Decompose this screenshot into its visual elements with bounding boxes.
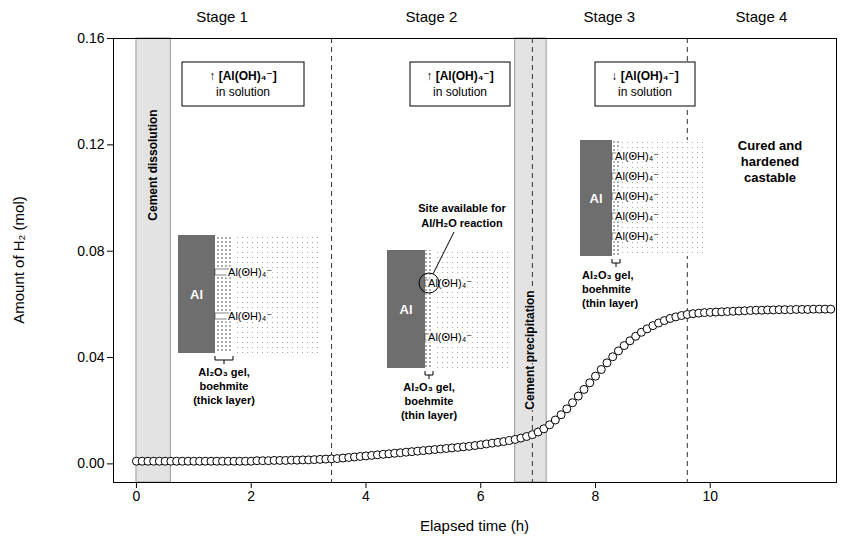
svg-text:(thick layer): (thick layer) [193,394,255,406]
svg-text:Al₂O₃ gel,: Al₂O₃ gel, [403,381,455,393]
svg-text:(thin layer): (thin layer) [401,409,458,421]
svg-text:Al(OH)₄⁻: Al(OH)₄⁻ [228,310,272,322]
svg-text:in solution: in solution [618,85,672,99]
svg-text:in solution: in solution [433,85,487,99]
svg-text:Stage 1: Stage 1 [196,8,248,25]
svg-text:↑ [Al(OH)₄⁻]: ↑ [Al(OH)₄⁻] [426,69,493,83]
svg-text:0.04: 0.04 [77,349,104,365]
svg-text:0.08: 0.08 [77,243,104,259]
svg-text:Site available for: Site available for [418,202,506,214]
svg-text:Cement precipitation: Cement precipitation [523,290,537,409]
svg-text:↑ [Al(OH)₄⁻]: ↑ [Al(OH)₄⁻] [209,69,276,83]
svg-text:Al(OH)₄⁻: Al(OH)₄⁻ [615,230,659,242]
svg-text:Al(OH)₄⁻: Al(OH)₄⁻ [228,266,272,278]
svg-text:Al(OH)₄⁻: Al(OH)₄⁻ [428,277,472,289]
svg-text:2: 2 [247,488,255,504]
svg-text:Al₂O₃ gel,: Al₂O₃ gel, [582,269,634,281]
svg-text:Elapsed time (h): Elapsed time (h) [420,517,529,534]
svg-text:8: 8 [592,488,600,504]
svg-text:10: 10 [702,488,718,504]
svg-text:boehmite: boehmite [582,283,631,295]
svg-text:(thin layer): (thin layer) [582,297,639,309]
svg-text:castable: castable [744,170,796,185]
svg-text:Al(OH)₄⁻: Al(OH)₄⁻ [428,331,472,343]
svg-text:4: 4 [362,488,370,504]
svg-text:Cement dissolution: Cement dissolution [146,109,160,220]
svg-text:0.00: 0.00 [77,455,104,471]
svg-text:Amount of H₂ (mol): Amount of H₂ (mol) [10,196,27,324]
svg-text:Stage 4: Stage 4 [736,8,788,25]
svg-text:Al/H₂O reaction: Al/H₂O reaction [421,217,503,229]
svg-text:Stage 2: Stage 2 [406,8,458,25]
svg-text:hardened: hardened [741,154,800,169]
svg-text:0.16: 0.16 [77,30,104,46]
svg-text:Al: Al [400,302,413,317]
svg-text:in solution: in solution [216,85,270,99]
svg-text:Al(OH)₄⁻: Al(OH)₄⁻ [615,190,659,202]
svg-text:Al: Al [190,287,203,302]
svg-text:Al(OH)₄⁻: Al(OH)₄⁻ [615,150,659,162]
svg-text:6: 6 [477,488,485,504]
svg-text:boehmite: boehmite [405,395,454,407]
svg-text:Al(OH)₄⁻: Al(OH)₄⁻ [615,210,659,222]
svg-text:0: 0 [133,488,141,504]
svg-text:Stage 3: Stage 3 [583,8,635,25]
svg-text:Al₂O₃ gel,: Al₂O₃ gel, [198,366,250,378]
svg-text:Cured and: Cured and [738,138,802,153]
svg-text:Al(OH)₄⁻: Al(OH)₄⁻ [615,170,659,182]
svg-text:Al: Al [590,191,603,206]
svg-text:↓ [Al(OH)₄⁻]: ↓ [Al(OH)₄⁻] [611,69,678,83]
svg-text:0.12: 0.12 [77,136,104,152]
svg-text:boehmite: boehmite [200,380,249,392]
